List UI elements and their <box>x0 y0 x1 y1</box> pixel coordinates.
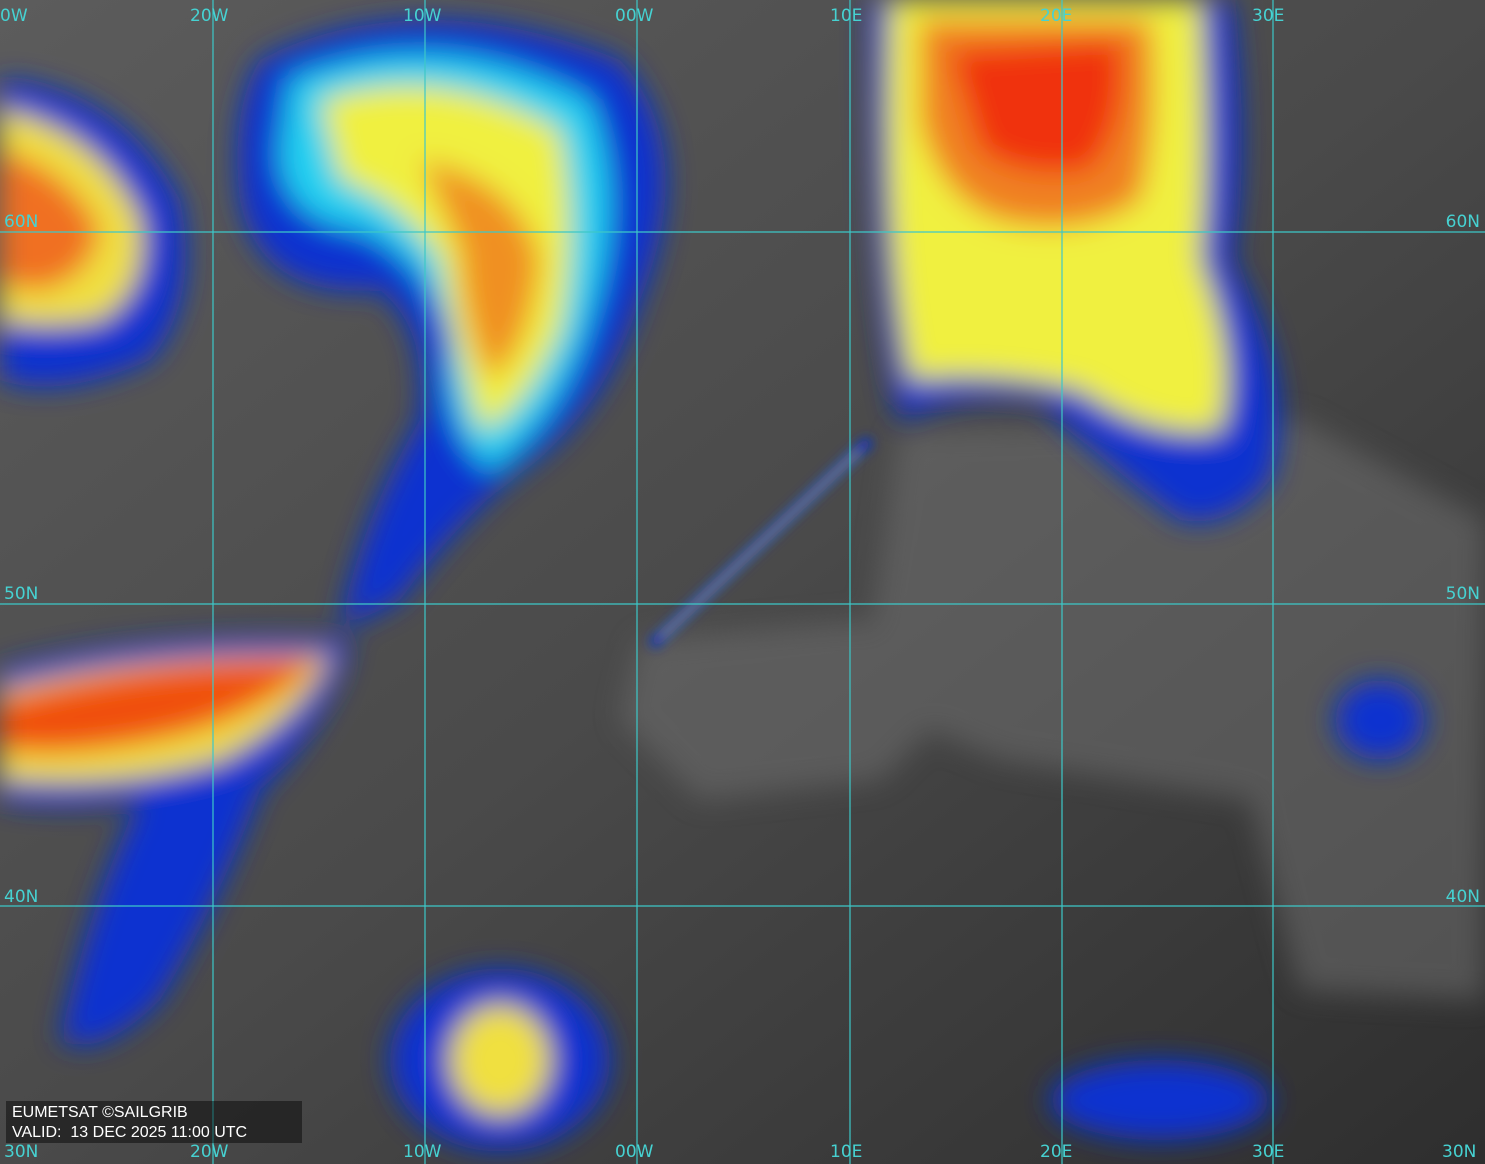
frontal-line-core <box>658 448 862 640</box>
longitude-label: 10E <box>830 1142 862 1162</box>
latitude-label: 50N <box>1446 584 1480 604</box>
cloud-layer <box>0 0 1425 1150</box>
latitude-label: 40N <box>1446 887 1480 907</box>
longitude-label: 20W <box>190 6 229 26</box>
longitude-label: 0W <box>0 6 28 26</box>
longitude-label: 10E <box>830 6 862 26</box>
latitude-label: 40N <box>4 887 38 907</box>
longitude-label: 00W <box>615 1142 654 1162</box>
credit-box <box>6 1101 302 1143</box>
longitude-label: 10W <box>403 1142 442 1162</box>
longitude-label: 20E <box>1040 6 1072 26</box>
longitude-label: 00W <box>615 6 654 26</box>
longitude-label: 30E <box>1252 6 1284 26</box>
land-areas <box>620 420 1485 1000</box>
graticule-labels: 0W 20W 10W 00W 10E 20E 30E 30N 20W 10W 00W 10E 20E 30… <box>0 6 1480 1162</box>
credit-source: EUMETSAT ©SAILGRIB <box>12 1104 188 1121</box>
longitude-label: 20W <box>190 1142 229 1162</box>
latitude-label: 50N <box>4 584 38 604</box>
longitude-label: 10W <box>403 6 442 26</box>
longitude-label: 20E <box>1040 1142 1072 1162</box>
credit-valid: VALID: 13 DEC 2025 11:00 UTC <box>12 1124 247 1141</box>
latitude-label: 60N <box>1446 212 1480 232</box>
longitude-label: 30E <box>1252 1142 1284 1162</box>
longitude-label: 30N <box>1442 1142 1476 1162</box>
longitude-label: 30N <box>4 1142 38 1162</box>
latitude-label: 60N <box>4 212 38 232</box>
